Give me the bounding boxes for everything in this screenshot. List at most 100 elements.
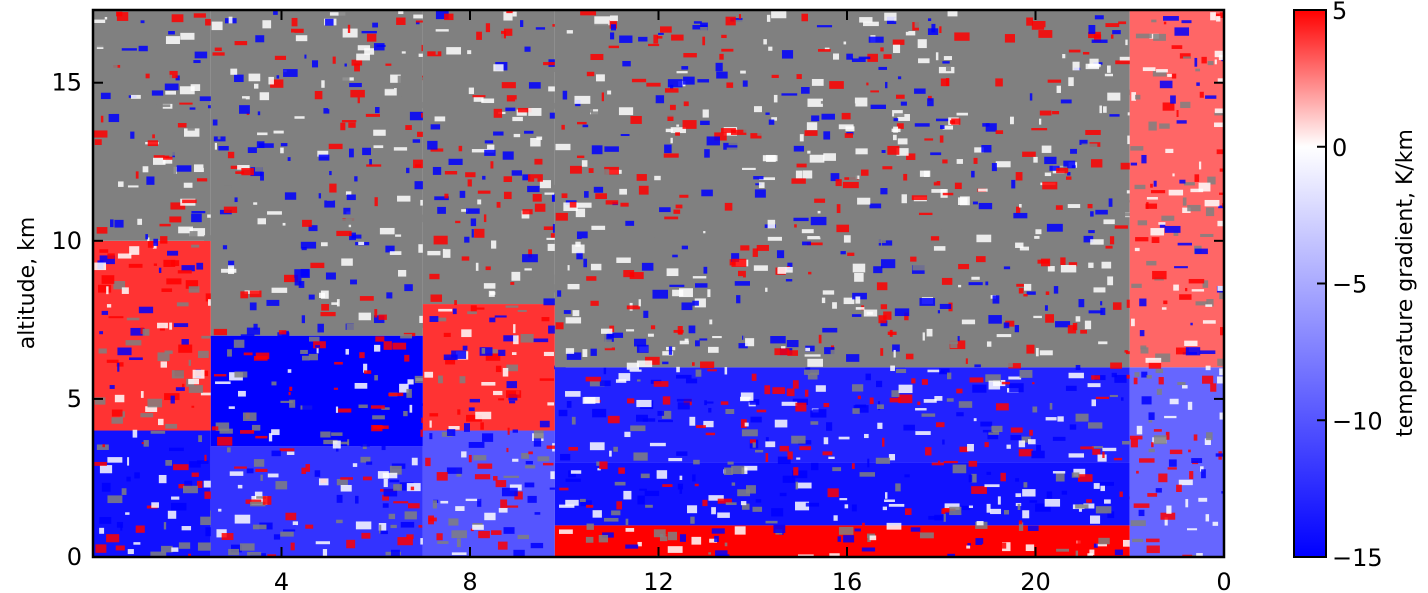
heatmap-texture	[940, 125, 945, 130]
heatmap-texture	[176, 302, 189, 307]
heatmap-texture	[582, 124, 589, 128]
heatmap-texture	[1029, 93, 1033, 101]
heatmap-texture	[171, 547, 179, 552]
heatmap-texture	[173, 323, 189, 328]
heatmap-texture	[703, 230, 706, 235]
heatmap-texture	[164, 83, 179, 91]
heatmap-texture	[723, 142, 738, 150]
heatmap-texture	[810, 421, 819, 425]
heatmap-texture	[666, 268, 679, 277]
heatmap-texture	[1075, 316, 1081, 322]
heatmap-texture	[703, 266, 708, 274]
heatmap-texture	[843, 297, 855, 305]
heatmap-texture	[708, 552, 712, 555]
heatmap-texture	[679, 194, 689, 198]
heatmap-texture	[1055, 205, 1063, 210]
heatmap-texture	[1008, 363, 1021, 369]
heatmap-texture	[1146, 545, 1160, 554]
heatmap-texture	[1145, 357, 1162, 363]
heatmap-texture	[603, 169, 610, 176]
heatmap-texture	[552, 195, 557, 202]
heatmap-texture	[1139, 298, 1147, 307]
heatmap-texture	[665, 128, 674, 133]
heatmap-texture	[582, 349, 588, 357]
heatmap-texture	[668, 346, 673, 355]
heatmap-texture	[284, 274, 299, 283]
heatmap-texture	[824, 347, 835, 355]
heatmap-texture	[151, 90, 164, 96]
heatmap-texture	[1049, 402, 1053, 410]
heatmap-texture	[656, 470, 668, 479]
heatmap-texture	[359, 352, 365, 359]
heatmap-texture	[120, 411, 125, 418]
heatmap-texture	[489, 291, 496, 295]
heatmap-texture	[446, 429, 456, 437]
heatmap-texture	[510, 187, 527, 191]
heatmap-texture	[444, 193, 449, 199]
heatmap-texture	[443, 354, 458, 361]
heatmap-texture	[1107, 92, 1121, 101]
heatmap-texture	[904, 508, 912, 515]
heatmap-texture	[935, 118, 949, 122]
heatmap-texture	[1068, 453, 1085, 458]
heatmap-texture	[1151, 19, 1157, 23]
heatmap-texture	[829, 553, 840, 557]
heatmap-texture	[1025, 544, 1035, 552]
heatmap-texture	[679, 534, 686, 542]
heatmap-texture	[1101, 349, 1113, 352]
heatmap-texture	[1161, 307, 1167, 310]
heatmap-texture	[429, 420, 432, 428]
heatmap-texture	[650, 60, 661, 63]
heatmap-texture	[151, 502, 159, 508]
heatmap-texture	[468, 442, 485, 448]
heatmap-texture	[1112, 30, 1121, 35]
heatmap-texture	[854, 528, 861, 532]
heatmap-texture	[1018, 288, 1024, 294]
heatmap-texture	[711, 507, 716, 515]
heatmap-texture	[1205, 95, 1217, 99]
heatmap-texture	[667, 109, 679, 117]
heatmap-texture	[765, 520, 778, 524]
heatmap-texture	[565, 317, 582, 324]
heatmap-texture	[755, 449, 764, 453]
heatmap-texture	[535, 27, 546, 30]
heatmap-texture	[290, 542, 295, 551]
heatmap-texture	[337, 65, 343, 72]
heatmap-texture	[1148, 420, 1153, 423]
heatmap-texture	[194, 51, 208, 59]
heatmap-texture	[601, 92, 605, 102]
heatmap-texture	[724, 367, 728, 375]
heatmap-texture	[677, 483, 684, 490]
heatmap-texture	[454, 300, 457, 306]
heatmap-texture	[927, 98, 934, 107]
heatmap-texture	[463, 423, 470, 432]
heatmap-texture	[629, 272, 644, 280]
heatmap-texture	[829, 81, 844, 89]
heatmap-texture	[94, 397, 106, 405]
heatmap-texture	[111, 409, 123, 417]
heatmap-texture	[838, 526, 854, 535]
heatmap-texture	[981, 543, 991, 551]
heatmap-texture	[1009, 116, 1014, 125]
heatmap-texture	[978, 188, 988, 192]
heatmap-texture	[668, 457, 683, 462]
heatmap-texture	[640, 473, 650, 479]
heatmap-texture	[340, 477, 354, 480]
heatmap-texture	[842, 281, 846, 285]
heatmap-texture	[181, 339, 189, 345]
heatmap-texture	[381, 443, 386, 451]
heatmap-texture	[522, 209, 533, 215]
heatmap-texture	[1214, 50, 1224, 58]
heatmap-texture	[1056, 548, 1070, 552]
heatmap-texture	[793, 217, 809, 222]
heatmap-texture	[457, 409, 461, 415]
heatmap-texture	[1214, 108, 1224, 114]
heatmap-texture	[255, 165, 263, 172]
heatmap-texture	[130, 131, 135, 139]
heatmap-texture	[438, 33, 451, 37]
heatmap-texture	[1079, 139, 1088, 145]
heatmap-texture	[942, 439, 945, 445]
heatmap-texture	[811, 115, 820, 122]
heatmap-texture	[382, 503, 389, 508]
heatmap-texture	[1210, 383, 1217, 392]
